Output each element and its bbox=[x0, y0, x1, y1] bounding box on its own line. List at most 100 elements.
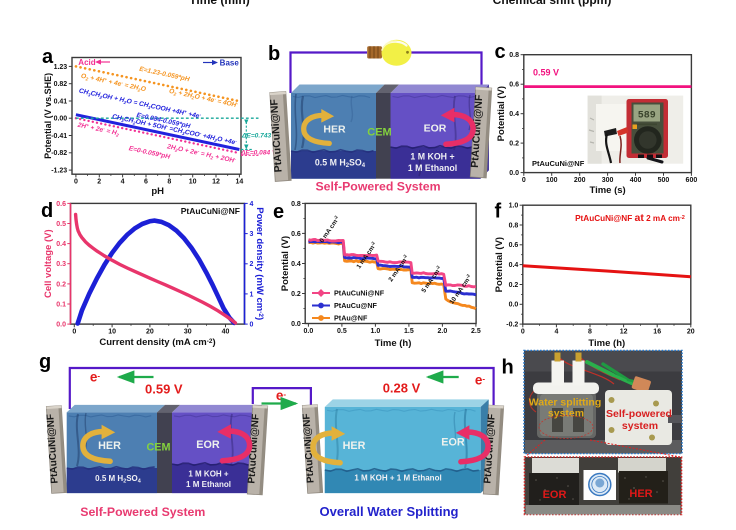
svg-text:CEM: CEM bbox=[147, 442, 171, 454]
svg-text:1.5: 1.5 bbox=[404, 328, 414, 335]
svg-text:0.5: 0.5 bbox=[337, 328, 347, 335]
svg-text:0.0: 0.0 bbox=[304, 328, 314, 335]
svg-text:300: 300 bbox=[602, 177, 614, 184]
svg-text:Time (h): Time (h) bbox=[588, 338, 625, 349]
svg-text:Potential (V): Potential (V) bbox=[494, 237, 505, 292]
svg-text:Water splitting: Water splitting bbox=[529, 397, 602, 409]
svg-text:0.0: 0.0 bbox=[509, 170, 519, 177]
svg-text:-0.41: -0.41 bbox=[51, 133, 67, 140]
svg-text:500: 500 bbox=[658, 177, 670, 184]
svg-text:0.5: 0.5 bbox=[56, 221, 66, 228]
svg-text:a: a bbox=[42, 46, 54, 68]
svg-text:PtAuCuNi@NF: PtAuCuNi@NF bbox=[532, 159, 585, 168]
svg-text:f: f bbox=[495, 201, 502, 223]
svg-text:1 M Ethanol: 1 M Ethanol bbox=[408, 163, 457, 173]
svg-text:Time (min): Time (min) bbox=[189, 0, 249, 7]
svg-text:8: 8 bbox=[588, 329, 592, 336]
svg-text:Potential (V): Potential (V) bbox=[496, 86, 507, 141]
svg-text:589: 589 bbox=[638, 111, 656, 122]
svg-text:PtAuCuNi@NF: PtAuCuNi@NF bbox=[268, 98, 284, 172]
svg-text:0.8: 0.8 bbox=[509, 52, 519, 59]
svg-text:0.6: 0.6 bbox=[56, 201, 66, 208]
svg-text:system: system bbox=[548, 408, 584, 420]
svg-text:0: 0 bbox=[522, 177, 526, 184]
svg-text:2H2O + 2e- = H2 + 2OH-: 2H2O + 2e- = H2 + 2OH- bbox=[165, 142, 237, 165]
svg-text:PtAu@NF: PtAu@NF bbox=[334, 314, 368, 323]
svg-text:PtAuCuNi@NF: PtAuCuNi@NF bbox=[334, 289, 385, 298]
svg-text:Self-powered: Self-powered bbox=[606, 408, 672, 420]
svg-text:Cell voltage (V): Cell voltage (V) bbox=[43, 229, 54, 298]
svg-text:Time (h): Time (h) bbox=[375, 338, 412, 349]
svg-text:Self-Powered System: Self-Powered System bbox=[80, 505, 205, 519]
svg-text:1.23: 1.23 bbox=[54, 64, 68, 71]
svg-text:e-: e- bbox=[475, 373, 486, 388]
svg-text:4: 4 bbox=[121, 179, 125, 186]
svg-text:10 mA cm-2: 10 mA cm-2 bbox=[447, 273, 473, 306]
svg-text:HER: HER bbox=[343, 440, 366, 452]
svg-text:0.59 V: 0.59 V bbox=[533, 68, 559, 78]
svg-text:EOR: EOR bbox=[196, 439, 220, 451]
svg-text:PtAuCu@NF: PtAuCu@NF bbox=[334, 301, 378, 310]
svg-text:h: h bbox=[502, 357, 514, 379]
svg-text:10: 10 bbox=[189, 179, 197, 186]
svg-text:2: 2 bbox=[97, 179, 101, 186]
svg-text:E=1.23-0.059*pH: E=1.23-0.059*pH bbox=[139, 66, 191, 84]
svg-text:0.4: 0.4 bbox=[291, 261, 301, 268]
svg-text:Potential (V vs.SHE): Potential (V vs.SHE) bbox=[43, 73, 53, 159]
svg-text:1 M KOH +: 1 M KOH + bbox=[188, 470, 229, 479]
svg-text:ΔE=0.084 V: ΔE=0.084 V bbox=[240, 150, 277, 157]
svg-text:16: 16 bbox=[653, 329, 661, 336]
svg-text:Acid: Acid bbox=[78, 58, 95, 67]
svg-text:-0.82: -0.82 bbox=[51, 150, 67, 157]
svg-text:-1.23: -1.23 bbox=[51, 168, 67, 175]
svg-text:0.5 M H2SO4: 0.5 M H2SO4 bbox=[95, 474, 141, 485]
svg-text:8: 8 bbox=[167, 179, 171, 186]
svg-text:400: 400 bbox=[630, 177, 642, 184]
svg-text:0.8: 0.8 bbox=[291, 201, 301, 208]
svg-text:e: e bbox=[273, 201, 284, 223]
svg-text:0.1: 0.1 bbox=[56, 301, 66, 308]
svg-text:Potential (V): Potential (V) bbox=[280, 236, 291, 291]
svg-text:2H+ + 2e- = H2: 2H+ + 2e- = H2 bbox=[76, 120, 121, 138]
svg-text:0: 0 bbox=[74, 179, 78, 186]
svg-text:40: 40 bbox=[222, 329, 230, 336]
svg-text:2: 2 bbox=[250, 261, 254, 268]
svg-text:Time (s): Time (s) bbox=[589, 185, 625, 196]
svg-text:0.0: 0.0 bbox=[291, 321, 301, 328]
svg-text:0.0: 0.0 bbox=[56, 322, 66, 329]
svg-text:Overall Water Splitting: Overall Water Splitting bbox=[320, 504, 459, 519]
svg-text:12: 12 bbox=[620, 329, 628, 336]
svg-text:0.6: 0.6 bbox=[291, 231, 301, 238]
svg-text:1.0: 1.0 bbox=[371, 328, 381, 335]
svg-text:0.82: 0.82 bbox=[54, 81, 68, 88]
svg-text:200: 200 bbox=[574, 177, 586, 184]
svg-text:0.4: 0.4 bbox=[56, 241, 66, 248]
svg-text:0: 0 bbox=[250, 322, 254, 329]
svg-text:d: d bbox=[41, 200, 53, 222]
svg-text:0.5 M H2SO4: 0.5 M H2SO4 bbox=[315, 158, 366, 170]
svg-text:c: c bbox=[495, 41, 506, 63]
svg-text:3: 3 bbox=[250, 231, 254, 238]
svg-text:HER: HER bbox=[323, 123, 346, 135]
svg-text:30: 30 bbox=[184, 329, 192, 336]
svg-text:0.00: 0.00 bbox=[54, 116, 68, 123]
svg-text:0.2: 0.2 bbox=[509, 282, 519, 289]
svg-text:PtAuCuNi@NF: PtAuCuNi@NF bbox=[181, 206, 240, 216]
svg-text:system: system bbox=[622, 420, 658, 432]
svg-text:600: 600 bbox=[686, 177, 698, 184]
svg-text:PtAuCuNi@NF: PtAuCuNi@NF bbox=[246, 414, 261, 484]
svg-text:0.2: 0.2 bbox=[291, 291, 301, 298]
svg-text:HER: HER bbox=[629, 488, 652, 500]
svg-text:0.8: 0.8 bbox=[509, 222, 519, 229]
svg-text:b: b bbox=[268, 43, 280, 65]
svg-text:Base: Base bbox=[220, 59, 240, 68]
svg-text:10: 10 bbox=[108, 329, 116, 336]
svg-text:1 M KOH +: 1 M KOH + bbox=[410, 152, 454, 162]
svg-text:1.0: 1.0 bbox=[509, 203, 519, 210]
svg-text:EOR: EOR bbox=[424, 122, 447, 134]
svg-text:EOR: EOR bbox=[441, 437, 465, 449]
svg-text:0: 0 bbox=[521, 329, 525, 336]
svg-text:Self-Powered System: Self-Powered System bbox=[315, 180, 440, 194]
svg-text:Current density (mA cm-2): Current density (mA cm-2) bbox=[99, 337, 215, 348]
svg-text:0.4: 0.4 bbox=[509, 111, 519, 118]
